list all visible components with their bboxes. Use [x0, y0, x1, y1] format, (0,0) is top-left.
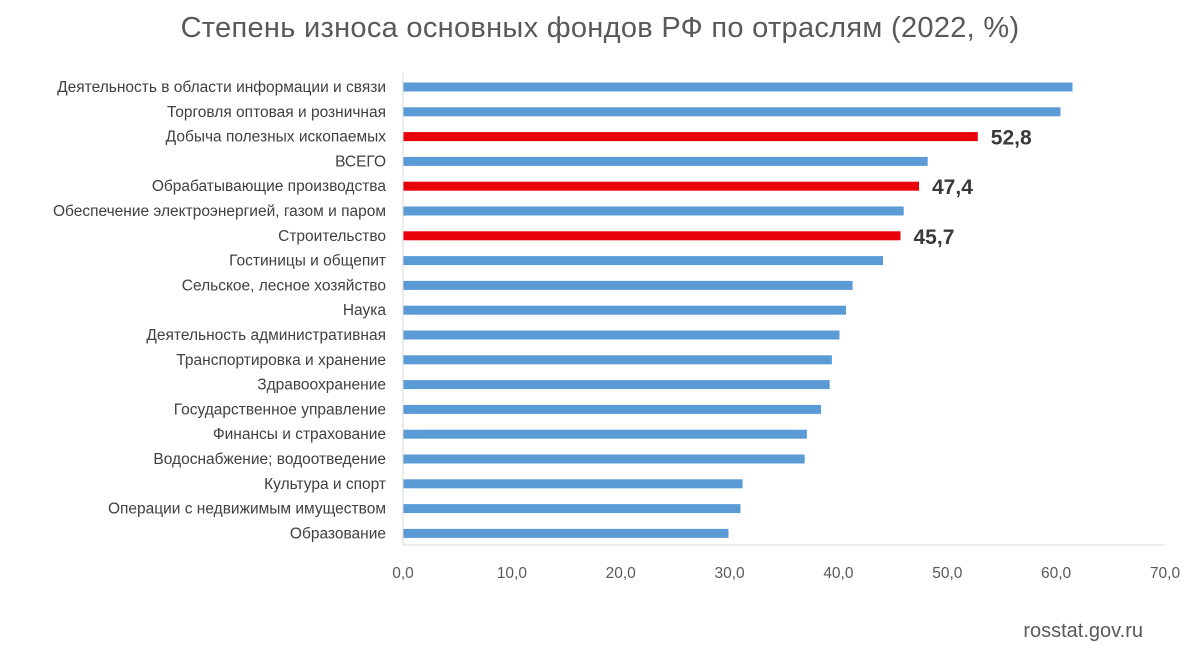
category-label: Здравоохранение [257, 377, 386, 394]
x-tick-labels-group: 0,0 10,0 20,0 30,0 40,0 50,0 60,0 70,0 [392, 565, 1180, 582]
category-label: Операции с недвижимым имуществом [108, 501, 386, 518]
data-labels-group: 52,8 47,4 45,7 [914, 127, 1032, 249]
bar-4 [403, 181, 919, 191]
bar-7 [403, 256, 884, 266]
category-label: Финансы и страхование [213, 426, 386, 443]
bar-12 [403, 380, 830, 390]
x-tick-label: 20,0 [606, 565, 637, 582]
category-label: Культура и спорт [264, 476, 386, 493]
bar-3 [403, 156, 928, 166]
data-label: 47,4 [932, 176, 973, 199]
category-label: Государственное управление [174, 401, 386, 418]
bar-11 [403, 355, 832, 365]
chart-title: Степень износа основных фондов РФ по отр… [180, 12, 1020, 44]
category-label: Сельское, лесное хозяйство [182, 277, 386, 294]
category-label: Наука [343, 302, 387, 319]
data-label: 45,7 [914, 226, 955, 249]
bar-13 [403, 404, 821, 414]
bar-14 [403, 429, 807, 439]
bar-9 [403, 305, 846, 315]
category-label: Строительство [278, 228, 386, 245]
x-tick-label: 60,0 [1041, 565, 1072, 582]
x-tick-label: 70,0 [1150, 565, 1181, 582]
bar-16 [403, 479, 743, 489]
bar-10 [403, 330, 840, 340]
category-label: ВСЕГО [335, 153, 386, 170]
bar-17 [403, 504, 741, 514]
bar-8 [403, 280, 853, 290]
x-tick-label: 40,0 [823, 565, 854, 582]
category-label: Торговля оптовая и розничная [167, 104, 386, 121]
x-tick-label: 10,0 [497, 565, 528, 582]
category-label: Транспортировка и хранение [176, 352, 386, 369]
bar-6 [403, 231, 901, 241]
x-tick-label: 0,0 [392, 565, 414, 582]
bar-2 [403, 132, 978, 142]
bar-15 [403, 454, 805, 464]
bar-18 [403, 528, 729, 538]
category-label: Деятельность в области информации и связ… [57, 79, 386, 96]
category-label: Водоснабжение; водоотведение [153, 451, 386, 468]
bars-group [403, 82, 1073, 538]
bar-1 [403, 107, 1061, 117]
data-label: 52,8 [991, 127, 1032, 150]
x-tick-label: 50,0 [932, 565, 963, 582]
category-label: Образование [290, 525, 386, 542]
category-labels-group: Деятельность в области информации и связ… [53, 79, 386, 542]
source-label: rosstat.gov.ru [1023, 620, 1143, 642]
x-tick-label: 30,0 [715, 565, 746, 582]
category-label: Обрабатывающие производства [152, 178, 387, 195]
category-label: Обеспечение электроэнергией, газом и пар… [53, 203, 386, 220]
category-label: Добыча полезных ископаемых [166, 129, 387, 146]
category-label: Гостиницы и общепит [229, 253, 386, 270]
bar-0 [403, 82, 1073, 92]
bar-5 [403, 206, 904, 216]
category-label: Деятельность административная [146, 327, 386, 344]
